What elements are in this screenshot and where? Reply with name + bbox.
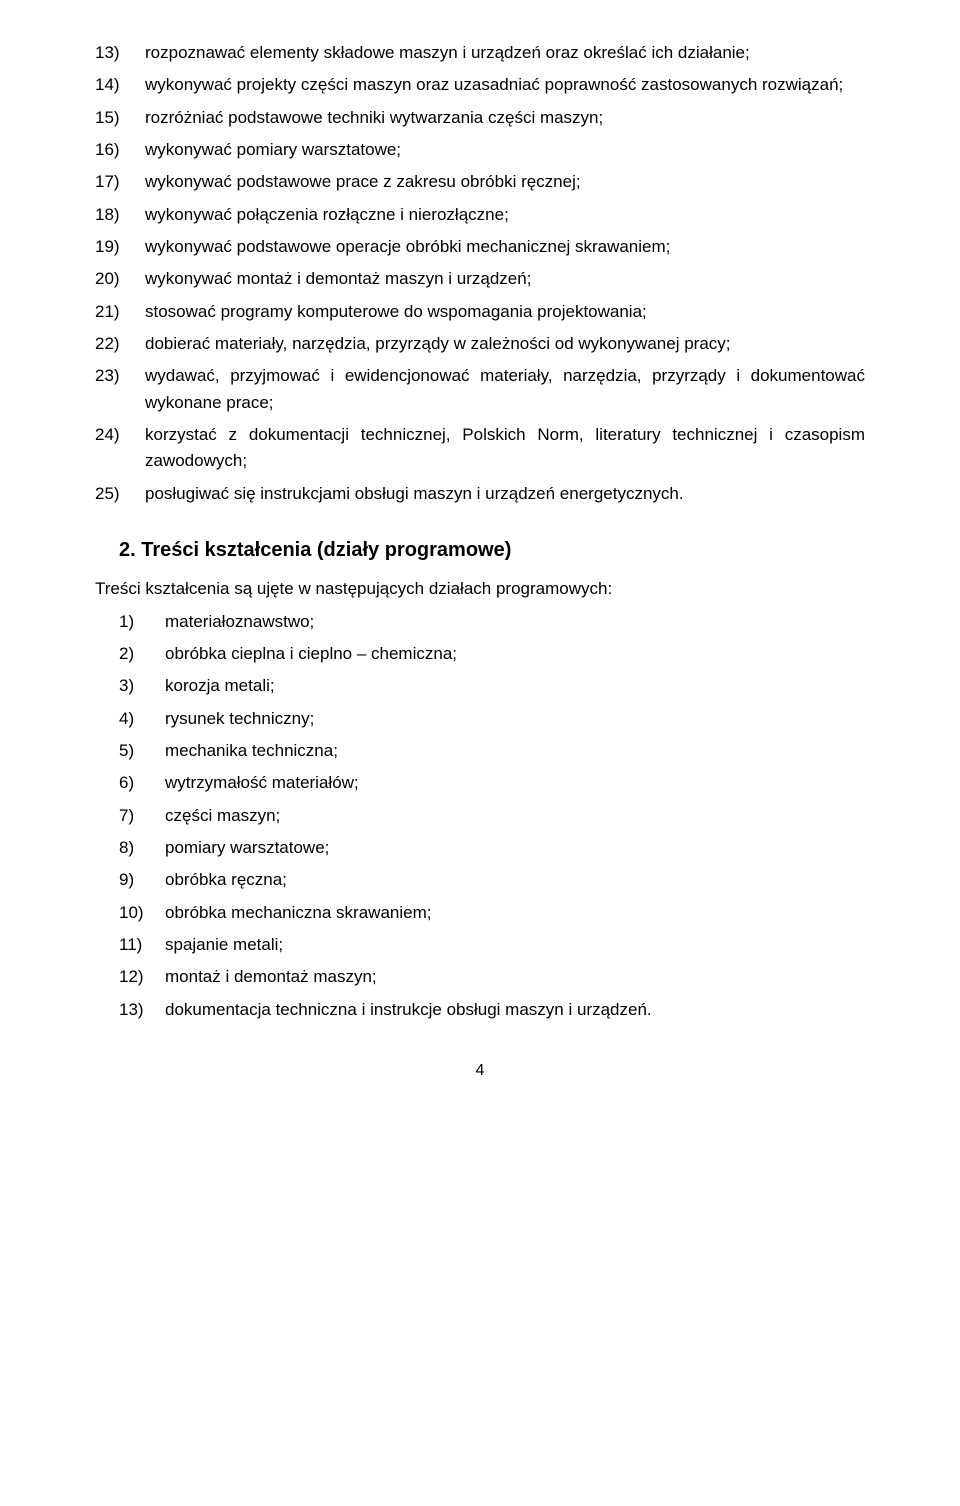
list-item-text: obróbka cieplna i cieplno – chemiczna; — [165, 641, 865, 667]
list-item-text: wykonywać projekty części maszyn oraz uz… — [145, 72, 865, 98]
section-2-intro: Treści kształcenia są ujęte w następując… — [95, 576, 865, 602]
list-item-number: 15) — [95, 105, 145, 131]
list-item-text: rozróżniać podstawowe techniki wytwarzan… — [145, 105, 865, 131]
list-item: 7)części maszyn; — [95, 803, 865, 829]
main-list: 13)rozpoznawać elementy składowe maszyn … — [95, 40, 865, 507]
list-item-text: wykonywać połączenia rozłączne i nierozł… — [145, 202, 865, 228]
list-item: 13)dokumentacja techniczna i instrukcje … — [95, 997, 865, 1023]
list-item-number: 6) — [119, 770, 165, 796]
list-item-text: wykonywać montaż i demontaż maszyn i urz… — [145, 266, 865, 292]
list-item-text: rozpoznawać elementy składowe maszyn i u… — [145, 40, 865, 66]
list-item-number: 1) — [119, 609, 165, 635]
list-item-text: wytrzymałość materiałów; — [165, 770, 865, 796]
list-item-number: 21) — [95, 299, 145, 325]
list-item-text: wykonywać podstawowe operacje obróbki me… — [145, 234, 865, 260]
list-item: 21)stosować programy komputerowe do wspo… — [95, 299, 865, 325]
list-item-number: 13) — [119, 997, 165, 1023]
list-item: 12)montaż i demontaż maszyn; — [95, 964, 865, 990]
list-item-number: 10) — [119, 900, 165, 926]
list-item-text: materiałoznawstwo; — [165, 609, 865, 635]
list-item: 16)wykonywać pomiary warsztatowe; — [95, 137, 865, 163]
list-item-number: 25) — [95, 481, 145, 507]
list-item: 19)wykonywać podstawowe operacje obróbki… — [95, 234, 865, 260]
list-item: 25)posługiwać się instrukcjami obsługi m… — [95, 481, 865, 507]
list-item-number: 24) — [95, 422, 145, 475]
list-item: 15)rozróżniać podstawowe techniki wytwar… — [95, 105, 865, 131]
list-item: 14)wykonywać projekty części maszyn oraz… — [95, 72, 865, 98]
page-number: 4 — [95, 1059, 865, 1084]
list-item-number: 2) — [119, 641, 165, 667]
list-item-number: 9) — [119, 867, 165, 893]
list-item: 2)obróbka cieplna i cieplno – chemiczna; — [95, 641, 865, 667]
list-item-text: korzystać z dokumentacji technicznej, Po… — [145, 422, 865, 475]
list-item: 20)wykonywać montaż i demontaż maszyn i … — [95, 266, 865, 292]
list-item-number: 3) — [119, 673, 165, 699]
list-item-number: 12) — [119, 964, 165, 990]
list-item-text: pomiary warsztatowe; — [165, 835, 865, 861]
list-item-number: 22) — [95, 331, 145, 357]
list-item: 13)rozpoznawać elementy składowe maszyn … — [95, 40, 865, 66]
list-item-text: wykonywać podstawowe prace z zakresu obr… — [145, 169, 865, 195]
list-item: 23)wydawać, przyjmować i ewidencjonować … — [95, 363, 865, 416]
list-item-text: mechanika techniczna; — [165, 738, 865, 764]
list-item: 9)obróbka ręczna; — [95, 867, 865, 893]
list-item-number: 5) — [119, 738, 165, 764]
list-item-number: 23) — [95, 363, 145, 416]
list-item: 1)materiałoznawstwo; — [95, 609, 865, 635]
list-item-number: 7) — [119, 803, 165, 829]
list-item: 22)dobierać materiały, narzędzia, przyrz… — [95, 331, 865, 357]
list-item: 17)wykonywać podstawowe prace z zakresu … — [95, 169, 865, 195]
list-item-number: 14) — [95, 72, 145, 98]
list-item-text: korozja metali; — [165, 673, 865, 699]
list-item-text: wydawać, przyjmować i ewidencjonować mat… — [145, 363, 865, 416]
list-item-text: dokumentacja techniczna i instrukcje obs… — [165, 997, 865, 1023]
list-item: 8)pomiary warsztatowe; — [95, 835, 865, 861]
list-item: 6)wytrzymałość materiałów; — [95, 770, 865, 796]
list-item-text: wykonywać pomiary warsztatowe; — [145, 137, 865, 163]
list-item-number: 20) — [95, 266, 145, 292]
list-item-number: 18) — [95, 202, 145, 228]
list-item: 4)rysunek techniczny; — [95, 706, 865, 732]
list-item: 24)korzystać z dokumentacji technicznej,… — [95, 422, 865, 475]
list-item-text: posługiwać się instrukcjami obsługi masz… — [145, 481, 865, 507]
list-item-number: 19) — [95, 234, 145, 260]
list-item: 3)korozja metali; — [95, 673, 865, 699]
list-item-number: 16) — [95, 137, 145, 163]
list-item-text: obróbka ręczna; — [165, 867, 865, 893]
section-2-heading: 2. Treści kształcenia (działy programowe… — [95, 535, 865, 566]
list-item-text: obróbka mechaniczna skrawaniem; — [165, 900, 865, 926]
list-item: 10)obróbka mechaniczna skrawaniem; — [95, 900, 865, 926]
list-item: 18)wykonywać połączenia rozłączne i nier… — [95, 202, 865, 228]
section-2-list: 1)materiałoznawstwo;2)obróbka cieplna i … — [95, 609, 865, 1023]
list-item: 11)spajanie metali; — [95, 932, 865, 958]
list-item-text: montaż i demontaż maszyn; — [165, 964, 865, 990]
list-item-number: 11) — [119, 932, 165, 958]
list-item-text: rysunek techniczny; — [165, 706, 865, 732]
list-item-number: 13) — [95, 40, 145, 66]
list-item-number: 17) — [95, 169, 145, 195]
list-item: 5)mechanika techniczna; — [95, 738, 865, 764]
list-item-text: dobierać materiały, narzędzia, przyrządy… — [145, 331, 865, 357]
list-item-text: spajanie metali; — [165, 932, 865, 958]
list-item-number: 4) — [119, 706, 165, 732]
list-item-text: stosować programy komputerowe do wspomag… — [145, 299, 865, 325]
list-item-number: 8) — [119, 835, 165, 861]
list-item-text: części maszyn; — [165, 803, 865, 829]
